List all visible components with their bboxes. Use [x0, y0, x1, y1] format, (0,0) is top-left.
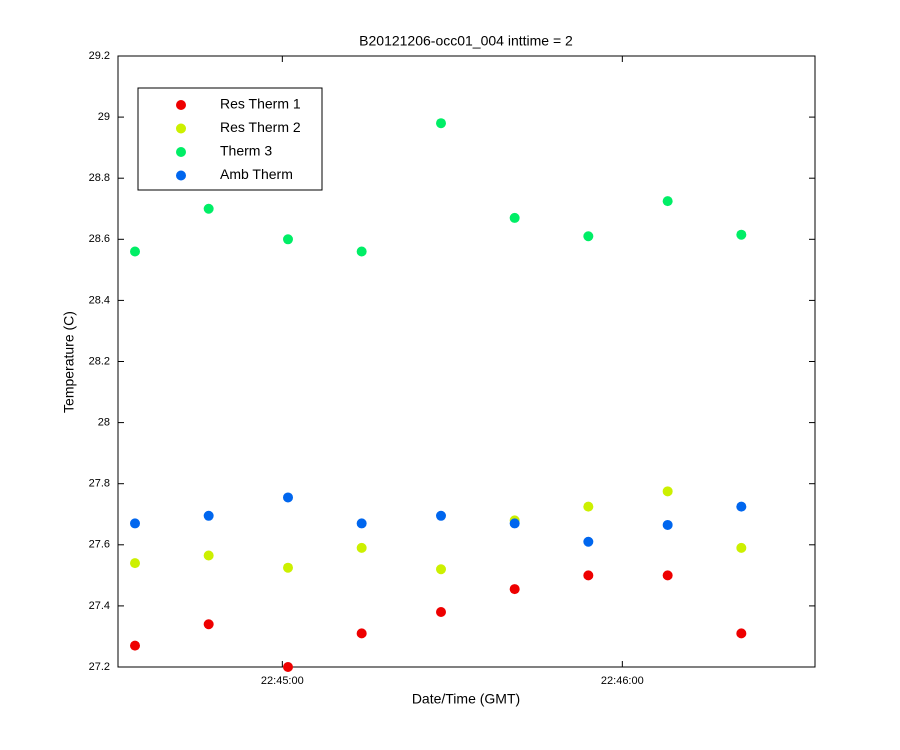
- legend-marker: [176, 170, 186, 181]
- legend-marker: [176, 147, 186, 157]
- data-point: [662, 519, 673, 530]
- data-point: [662, 196, 673, 207]
- legend-marker: [176, 123, 186, 134]
- legend-label: Therm 3: [220, 143, 272, 159]
- data-point: [130, 246, 140, 257]
- data-point: [736, 628, 747, 639]
- data-point: [509, 518, 520, 529]
- data-point: [283, 662, 293, 672]
- data-point: [509, 212, 520, 223]
- data-point: [736, 542, 747, 553]
- legend-label: Res Therm 1: [220, 96, 301, 112]
- data-point: [436, 510, 446, 521]
- y-tick-label: 28.2: [89, 355, 110, 367]
- y-tick-label: 29.2: [89, 50, 110, 62]
- data-point: [203, 510, 214, 521]
- data-point: [130, 518, 140, 529]
- legend-box: [137, 87, 323, 191]
- x-tick-label: 22:45:00: [261, 675, 304, 687]
- data-point: [436, 564, 446, 575]
- data-point: [356, 628, 367, 639]
- data-point: [736, 229, 747, 240]
- data-point: [130, 640, 140, 651]
- data-point: [436, 118, 446, 129]
- data-point: [583, 231, 594, 242]
- x-tick-label: 22:46:00: [601, 675, 644, 687]
- data-point: [583, 570, 594, 581]
- y-tick-label: 28: [98, 417, 110, 429]
- y-axis-label: Temperature (C): [61, 311, 77, 413]
- data-point: [203, 203, 214, 214]
- data-point: [356, 518, 367, 529]
- chart-title: B20121206-occ01_004 inttime = 2: [359, 33, 573, 49]
- data-point: [583, 501, 594, 512]
- data-point: [130, 558, 140, 569]
- data-point: [283, 234, 293, 245]
- y-tick-label: 28.6: [89, 233, 110, 245]
- legend-marker: [176, 100, 186, 110]
- data-point: [203, 619, 214, 630]
- y-tick-label: 28.8: [89, 172, 110, 184]
- y-tick-label: 27.8: [89, 478, 110, 490]
- data-point: [203, 550, 214, 561]
- data-point: [283, 492, 293, 503]
- data-point: [662, 486, 673, 497]
- y-tick-label: 29: [98, 111, 110, 123]
- data-point: [436, 607, 446, 618]
- data-point: [356, 542, 367, 553]
- y-tick-label: 27.4: [89, 600, 110, 612]
- data-point: [356, 246, 367, 257]
- y-tick-label: 28.4: [89, 294, 110, 306]
- legend-label: Amb Therm: [220, 166, 293, 182]
- y-tick-label: 27.2: [89, 661, 110, 673]
- data-point: [283, 562, 293, 573]
- data-point: [662, 570, 673, 581]
- data-point: [736, 501, 747, 512]
- x-axis-label: Date/Time (GMT): [412, 691, 520, 707]
- y-tick-label: 27.6: [89, 539, 110, 551]
- data-point: [509, 584, 520, 595]
- data-point: [583, 536, 594, 547]
- legend-label: Res Therm 2: [220, 119, 301, 135]
